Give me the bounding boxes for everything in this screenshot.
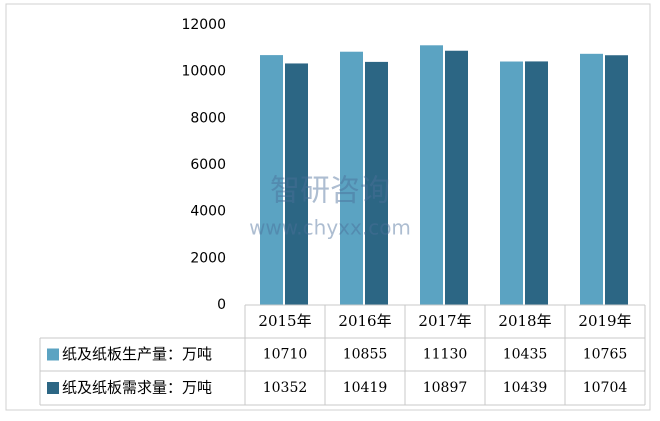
table-value: 10710 — [263, 347, 308, 363]
x-tick-label: 2016年 — [338, 312, 391, 330]
x-tick-label: 2019年 — [578, 312, 631, 330]
x-tick-label: 2018年 — [498, 312, 551, 330]
bar — [260, 55, 283, 305]
y-tick-label: 0 — [217, 297, 226, 313]
legend-label: 纸及纸板需求量：万吨 — [62, 379, 212, 397]
bar — [340, 51, 363, 305]
y-tick-label: 4000 — [190, 204, 226, 220]
bar — [580, 53, 603, 305]
watermark-url: www.chyxx.com — [249, 216, 411, 240]
y-tick-label: 6000 — [190, 157, 226, 173]
legend-key — [47, 382, 59, 394]
table-value: 10439 — [503, 380, 548, 396]
table-value: 10435 — [503, 347, 548, 363]
table-value: 10419 — [343, 380, 388, 396]
x-tick-label: 2015年 — [258, 312, 311, 330]
legend-key — [47, 348, 59, 361]
bar — [500, 61, 523, 306]
x-tick-label: 2017年 — [418, 312, 471, 330]
bar — [525, 61, 548, 305]
bar — [445, 50, 468, 306]
table-value: 10897 — [423, 380, 468, 396]
table-value: 10704 — [583, 380, 628, 396]
bar — [285, 63, 308, 305]
bar — [605, 55, 628, 305]
y-tick-label: 2000 — [190, 250, 226, 266]
bar — [420, 45, 443, 306]
y-tick-label: 8000 — [190, 110, 226, 126]
watermark-brand: 智研咨询 — [270, 174, 390, 209]
chart-border — [5, 3, 651, 411]
table-value: 10352 — [263, 380, 308, 396]
table-value: 10855 — [343, 347, 388, 363]
table-value: 10765 — [583, 347, 628, 363]
bar — [365, 61, 388, 305]
table-value: 11130 — [423, 347, 468, 363]
y-tick-label: 10000 — [181, 64, 226, 80]
legend-label: 纸及纸板生产量：万吨 — [62, 345, 212, 363]
y-tick-label: 12000 — [181, 17, 226, 33]
